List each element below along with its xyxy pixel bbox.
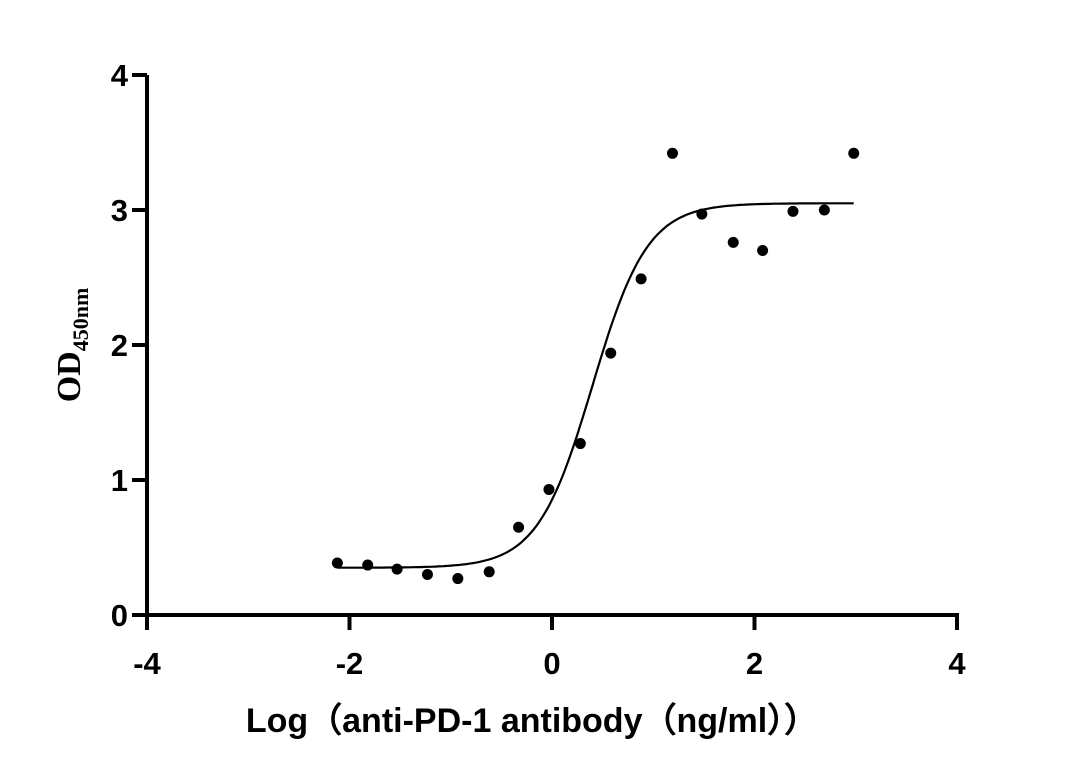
data-point: [848, 147, 860, 159]
data-point: [666, 147, 678, 159]
x-tick-label: 2: [746, 646, 763, 681]
y-tick-label: 1: [111, 463, 128, 498]
y-axis-label-sub: 450nm: [68, 288, 93, 352]
data-point: [483, 566, 495, 578]
data-point: [421, 569, 433, 580]
data-point: [757, 245, 769, 256]
data-point: [727, 236, 739, 248]
data-point: [513, 521, 525, 533]
data-point: [605, 347, 617, 359]
data-points: [331, 147, 860, 585]
data-point: [787, 205, 799, 217]
data-point: [818, 204, 830, 216]
axes: 0 1 2 3 4 -4 -2 0 2 4: [111, 58, 967, 681]
x-tick-label: -2: [336, 646, 364, 681]
data-point: [391, 563, 403, 575]
data-point: [331, 557, 343, 569]
x-axis-label: Log（anti-PD-1 antibody（ng/ml））: [246, 701, 818, 740]
data-point: [452, 573, 464, 585]
x-tick-label: 0: [543, 646, 560, 681]
y-tick-label: 2: [111, 328, 128, 363]
y-axis-label: OD450nm: [51, 288, 93, 403]
fit-curve-line: [337, 202, 854, 569]
data-point: [696, 208, 708, 220]
y-axis-label-main: OD: [51, 351, 88, 402]
fit-curve: [337, 202, 854, 569]
data-point: [574, 438, 586, 450]
axis-labels: Log（anti-PD-1 antibody（ng/ml）） OD450nm: [51, 288, 818, 740]
data-point: [635, 273, 647, 285]
x-tick-label: -4: [133, 646, 161, 681]
x-tick-label: 4: [948, 646, 966, 681]
y-tick-label: 4: [111, 58, 129, 93]
y-tick-label: 0: [111, 598, 128, 633]
data-point: [362, 559, 374, 571]
y-tick-label: 3: [111, 193, 128, 228]
data-point: [543, 483, 555, 495]
